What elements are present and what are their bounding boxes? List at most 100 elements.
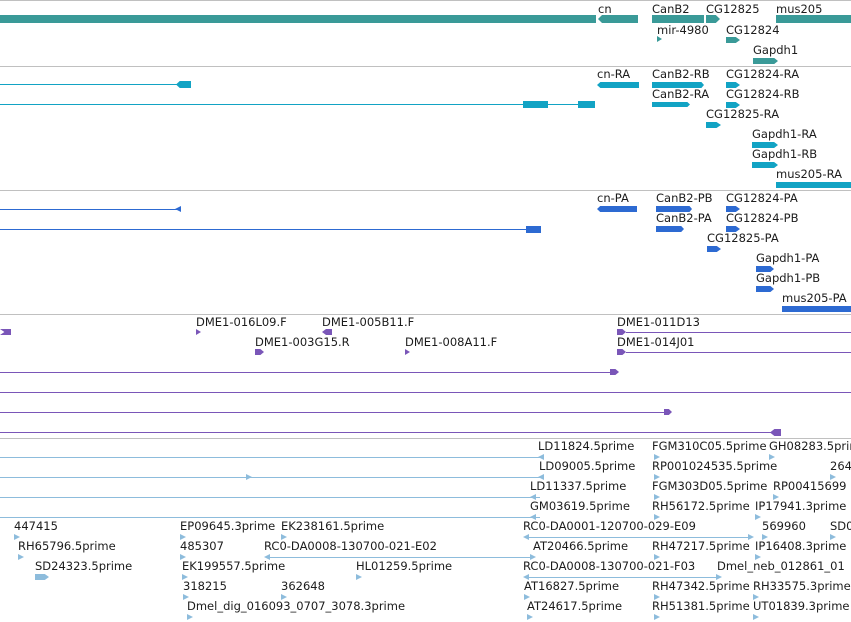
transcript-label-cg12824-ra[interactable]: CG12824-RA: [726, 67, 800, 81]
est-label[interactable]: 447415: [14, 519, 58, 533]
transcript-label-cg12825-ra[interactable]: CG12825-RA: [706, 107, 780, 121]
protein-line[interactable]: [0, 209, 178, 210]
gene-feature-mus205[interactable]: [776, 15, 851, 23]
clone-feature-011d13[interactable]: [617, 329, 626, 335]
clone-line[interactable]: [0, 432, 774, 433]
est-feature[interactable]: [182, 574, 188, 580]
protein-gapdh1-pb[interactable]: [756, 286, 774, 292]
est-feature[interactable]: [654, 594, 660, 600]
gene-label-gapdh1[interactable]: Gapdh1: [753, 43, 799, 57]
est-feature[interactable]: [830, 534, 836, 540]
protein-cg12824-pb[interactable]: [726, 226, 740, 232]
clone-feature-016l09[interactable]: [196, 329, 201, 335]
gene-label-cg12825[interactable]: CG12825: [706, 2, 760, 16]
est-feature[interactable]: [773, 494, 779, 500]
protein-label-gapdh1-pb[interactable]: Gapdh1-PB: [756, 271, 821, 285]
clone-feature-008a11[interactable]: [405, 349, 410, 355]
clone-label-005b11[interactable]: DME1-005B11.F: [322, 315, 415, 329]
transcript-canb2-rb[interactable]: [652, 82, 704, 88]
est-label[interactable]: RP00415699: [773, 479, 847, 493]
est-feature[interactable]: [654, 454, 660, 460]
est-label[interactable]: Dmel_dig_016093_0707_3078.3prime: [187, 599, 406, 613]
gene-label-mir4980[interactable]: mir-4980: [657, 23, 709, 37]
est-label[interactable]: LD11337.5prime: [530, 479, 627, 493]
est-label[interactable]: GM03619.5prime: [530, 499, 630, 513]
est-line[interactable]: [0, 477, 540, 478]
protein-label-mus205-pa[interactable]: mus205-PA: [782, 291, 847, 305]
est-line[interactable]: [269, 557, 531, 558]
est-label[interactable]: GH08283.5prime: [769, 439, 851, 453]
transcript-cn-ra[interactable]: [597, 82, 639, 88]
est-label[interactable]: RH51381.5prime: [652, 599, 750, 613]
est-line[interactable]: [0, 457, 540, 458]
transcript-gapdh1-rb[interactable]: [752, 162, 778, 168]
est-feature[interactable]: [748, 534, 754, 540]
protein-canb2-pa[interactable]: [656, 226, 684, 232]
protein-label-canb2-pb[interactable]: CanB2-PB: [656, 191, 713, 205]
transcript-label-canb2-rb[interactable]: CanB2-RB: [652, 67, 710, 81]
est-feature[interactable]: [654, 514, 660, 520]
est-feature[interactable]: [14, 534, 20, 540]
est-feature[interactable]: [769, 454, 775, 460]
est-label[interactable]: RC0-DA0008-130700-021-E02: [264, 539, 437, 553]
est-label[interactable]: RC0-DA0008-130700-021-F03: [523, 559, 696, 573]
transcript-exon[interactable]: [578, 101, 595, 108]
est-label[interactable]: RC0-DA0001-120700-029-E09: [523, 519, 696, 533]
est-feature[interactable]: [524, 594, 530, 600]
gene-feature-mir4980[interactable]: [657, 36, 662, 42]
est-label[interactable]: RP001024535.5prime: [652, 459, 778, 473]
est-feature[interactable]: [762, 534, 768, 540]
est-line[interactable]: [0, 517, 540, 518]
est-label[interactable]: SD24323.5prime: [35, 559, 133, 573]
est-feature[interactable]: [356, 574, 362, 580]
clone-label-014j01[interactable]: DME1-014J01: [617, 335, 695, 349]
transcript-label-cn-ra[interactable]: cn-RA: [597, 67, 631, 81]
transcript-exon[interactable]: [176, 81, 191, 88]
est-label[interactable]: IP17941.3prime: [755, 499, 847, 513]
gene-feature-cn[interactable]: [598, 15, 638, 23]
gene-feature-cg12825[interactable]: [706, 15, 720, 23]
est-label[interactable]: RH47342.5prime: [652, 579, 750, 593]
est-feature[interactable]: [180, 554, 186, 560]
protein-end-arrow[interactable]: [175, 206, 181, 212]
protein-line[interactable]: [0, 229, 530, 230]
clone-feature-014j01[interactable]: [617, 349, 626, 355]
gene-label-cg12824[interactable]: CG12824: [726, 23, 780, 37]
est-feature[interactable]: [18, 554, 24, 560]
est-feature[interactable]: [755, 514, 761, 520]
gene-feature-cg12824[interactable]: [726, 37, 740, 43]
est-feature[interactable]: [755, 554, 761, 560]
transcript-label-gapdh1-ra[interactable]: Gapdh1-RA: [752, 127, 817, 141]
est-label[interactable]: RH47217.5prime: [652, 539, 750, 553]
est-feature[interactable]: [523, 574, 529, 580]
protein-gapdh1-pa[interactable]: [756, 266, 774, 272]
gene-feature-gapdh1[interactable]: [753, 58, 778, 64]
transcript-line[interactable]: [0, 84, 178, 85]
transcript-mus205-ra[interactable]: [776, 182, 851, 188]
est-line[interactable]: [528, 577, 720, 578]
clone-label-008a11[interactable]: DME1-008A11.F: [405, 335, 498, 349]
est-feature[interactable]: [527, 614, 533, 620]
est-label[interactable]: AT16827.5prime: [524, 579, 620, 593]
est-label[interactable]: EK238161.5prime: [281, 519, 385, 533]
transcript-label-mus205-ra[interactable]: mus205-RA: [776, 167, 842, 181]
clone-label-016l09[interactable]: DME1-016L09.F: [196, 315, 287, 329]
est-feature[interactable]: [530, 494, 536, 500]
est-label[interactable]: EK199557.5prime: [182, 559, 286, 573]
transcript-cg12824-ra[interactable]: [726, 82, 740, 88]
clone-label-011d13[interactable]: DME1-011D13: [617, 315, 700, 329]
est-label[interactable]: LD11824.5prime: [538, 439, 635, 453]
est-feature[interactable]: [183, 594, 189, 600]
est-label[interactable]: 264: [830, 459, 851, 473]
est-feature[interactable]: [654, 474, 660, 480]
protein-cg12824-pa[interactable]: [726, 206, 740, 212]
est-feature[interactable]: [264, 554, 270, 560]
protein-label-cg12824-pa[interactable]: CG12824-PA: [726, 191, 798, 205]
est-label[interactable]: LD09005.5prime: [539, 459, 636, 473]
est-label[interactable]: AT20466.5prime: [533, 539, 629, 553]
clone-line[interactable]: [0, 392, 851, 393]
transcript-line[interactable]: [0, 104, 594, 105]
gene-feature-large[interactable]: [0, 15, 596, 23]
est-feature[interactable]: [35, 574, 49, 580]
est-feature[interactable]: [187, 614, 193, 620]
